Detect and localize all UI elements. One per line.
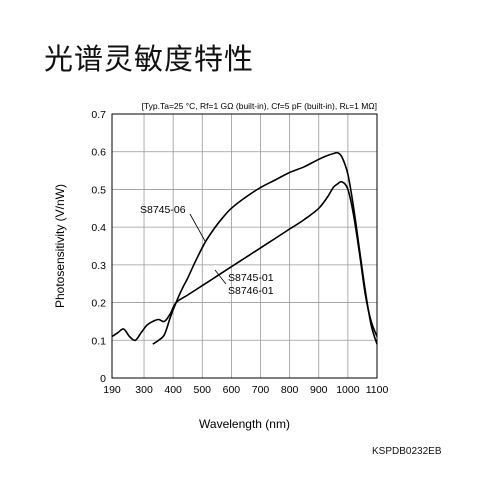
x-tick-label: 800 (281, 384, 299, 396)
x-tick-label: 600 (223, 384, 241, 396)
x-axis-label: Wavelength (nm) (199, 417, 290, 431)
y-tick-label: 0.4 (91, 222, 106, 234)
x-tick-label: 700 (252, 384, 270, 396)
series-label-s8745-01: S8745-01 (228, 272, 274, 284)
y-tick-label: 0.6 (91, 147, 106, 159)
y-axis-label: Photosensitivity (V/nW) (53, 184, 67, 308)
y-tick-label: 0.7 (91, 109, 106, 121)
y-tick-label: 0.1 (91, 335, 106, 347)
conditions-label: [Typ.Ta=25 °C, Rf=1 GΩ (built-in), Cf=5 … (142, 101, 377, 111)
document-code: KSPDB0232EB (372, 446, 442, 457)
x-tick-label: 1100 (366, 384, 389, 396)
x-tick-label: 900 (310, 384, 328, 396)
y-tick-label: 0.2 (91, 298, 106, 310)
series-group (111, 151, 378, 345)
plot-frame (111, 113, 378, 379)
leader-line (214, 269, 227, 285)
y-tick-label: 0.5 (91, 184, 106, 196)
series-line-s8745-01 (111, 180, 378, 342)
x-tick-label: 500 (194, 384, 212, 396)
y-tick-label: 0.3 (91, 260, 106, 272)
y-tick-label: 0 (100, 373, 106, 385)
axis-ticks: 190 300 400 500 600 700 800 900 1000 1100 0 0.1 0.2 0… (91, 109, 388, 396)
page-title: 光谱灵敏度特性 (44, 42, 255, 76)
series-label-s8746-01: S8746-01 (228, 285, 274, 297)
x-tick-label: 1000 (336, 384, 360, 396)
grid (112, 114, 377, 378)
series-line-s8745-06 (152, 151, 378, 345)
leader-line (189, 213, 206, 242)
series-label-s8745-06: S8745-06 (140, 204, 186, 216)
x-tick-label: 190 (103, 384, 121, 396)
x-tick-label: 400 (164, 384, 182, 396)
x-tick-label: 300 (135, 384, 153, 396)
